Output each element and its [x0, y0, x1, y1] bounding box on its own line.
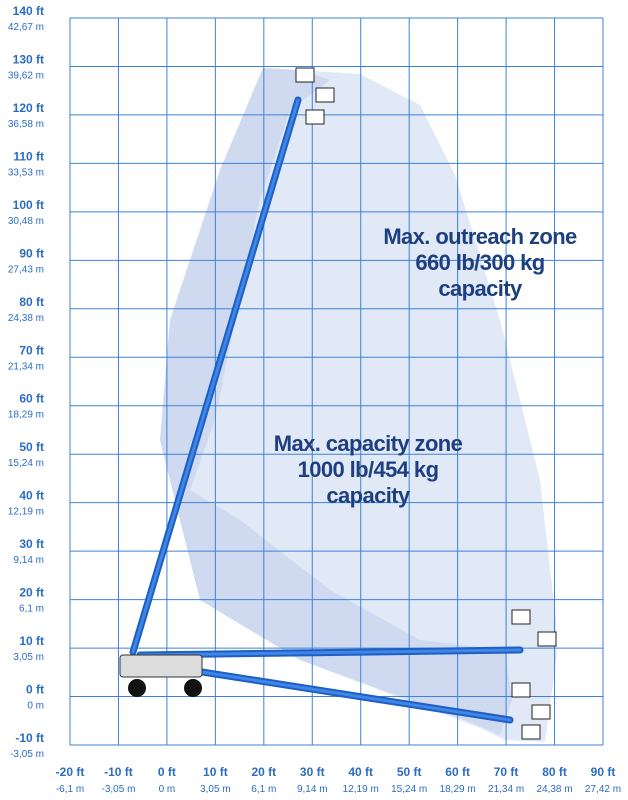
capacity-zone: [160, 68, 512, 735]
y-label-ft: 90 ft: [19, 246, 44, 260]
x-label-m: 15,24 m: [391, 784, 427, 795]
platform: [521, 724, 541, 740]
y-label-m: -3,05 m: [10, 749, 44, 760]
y-label-m: 36,58 m: [8, 119, 44, 130]
y-label-ft: 10 ft: [19, 634, 44, 648]
x-label-ft: 20 ft: [251, 765, 276, 779]
platform: [295, 67, 315, 83]
y-label-m: 30,48 m: [8, 216, 44, 227]
platform: [531, 704, 551, 720]
zone-label: Max. outreach zone: [383, 224, 577, 249]
y-label-m: 12,19 m: [8, 507, 44, 518]
x-label-m: 6,1 m: [251, 784, 276, 795]
y-label-ft: 120 ft: [13, 101, 44, 115]
work-zones: [160, 68, 557, 742]
y-label-m: 15,24 m: [8, 458, 44, 469]
y-label-ft: 30 ft: [19, 537, 44, 551]
x-label-m: 18,29 m: [440, 784, 476, 795]
zone-label: 660 lb/300 kg: [415, 250, 544, 275]
y-label-ft: 0 ft: [26, 683, 44, 697]
y-label-m: 21,34 m: [8, 361, 44, 372]
boom-raised-inner: [131, 98, 300, 654]
zone-label: 1000 lb/454 kg: [298, 457, 439, 482]
y-label-ft: 70 ft: [19, 343, 44, 357]
boom-lowered-inner: [168, 665, 512, 722]
platform: [315, 87, 335, 103]
x-label-ft: 30 ft: [300, 765, 325, 779]
x-label-ft: 60 ft: [445, 765, 470, 779]
x-label-m: 3,05 m: [200, 784, 231, 795]
labels: 140 ft 42,67 m 130 ft 39,62 m 120 ft 36,58 m 1…: [8, 4, 621, 795]
y-label-ft: 130 ft: [13, 52, 44, 66]
y-label-ft: 140 ft: [13, 4, 44, 18]
x-label-m: 24,38 m: [536, 784, 572, 795]
x-label-ft: 0 ft: [158, 765, 176, 779]
y-label-m: 3,05 m: [13, 652, 44, 663]
boom-horizontal-inner: [138, 648, 522, 657]
x-label-m: -3,05 m: [102, 784, 136, 795]
y-label-ft: -10 ft: [15, 731, 44, 745]
x-label-m: 27,42 m: [585, 784, 621, 795]
y-label-ft: 20 ft: [19, 586, 44, 600]
y-label-ft: 110 ft: [13, 149, 44, 163]
x-label-ft: -10 ft: [104, 765, 133, 779]
platform: [511, 609, 531, 625]
y-label-ft: 100 ft: [13, 198, 44, 212]
x-label-ft: 80 ft: [542, 765, 567, 779]
grid: [69, 17, 604, 746]
x-label-m: -6,1 m: [56, 784, 84, 795]
platform: [305, 109, 325, 125]
wheel: [184, 679, 202, 697]
zone-label: Max. capacity zone: [274, 431, 463, 456]
x-label-m: 9,14 m: [297, 784, 328, 795]
x-label-ft: -20 ft: [56, 765, 85, 779]
machine: [119, 67, 557, 740]
zone-label: capacity: [326, 483, 411, 508]
y-label-m: 33,53 m: [8, 167, 44, 178]
x-label-ft: 10 ft: [203, 765, 228, 779]
platform: [537, 631, 557, 647]
x-label-m: 0 m: [159, 784, 176, 795]
y-label-m: 39,62 m: [8, 70, 44, 81]
y-label-ft: 60 ft: [19, 392, 44, 406]
x-label-m: 21,34 m: [488, 784, 524, 795]
y-label-ft: 50 ft: [19, 440, 44, 454]
y-label-m: 42,67 m: [8, 22, 44, 33]
x-label-ft: 70 ft: [494, 765, 519, 779]
chassis: [119, 654, 203, 678]
y-label-m: 27,43 m: [8, 264, 44, 275]
y-label-ft: 80 ft: [19, 295, 44, 309]
x-label-ft: 50 ft: [397, 765, 422, 779]
zone-label: capacity: [438, 276, 523, 301]
x-label-ft: 90 ft: [591, 765, 616, 779]
x-label-m: 12,19 m: [343, 784, 379, 795]
y-label-m: 18,29 m: [8, 410, 44, 421]
y-label-m: 6,1 m: [19, 604, 44, 615]
wheel: [128, 679, 146, 697]
y-label-m: 0 m: [27, 701, 44, 712]
y-label-m: 24,38 m: [8, 313, 44, 324]
platform: [511, 682, 531, 698]
y-label-ft: 40 ft: [19, 489, 44, 503]
y-label-m: 9,14 m: [13, 555, 44, 566]
x-label-ft: 40 ft: [348, 765, 373, 779]
